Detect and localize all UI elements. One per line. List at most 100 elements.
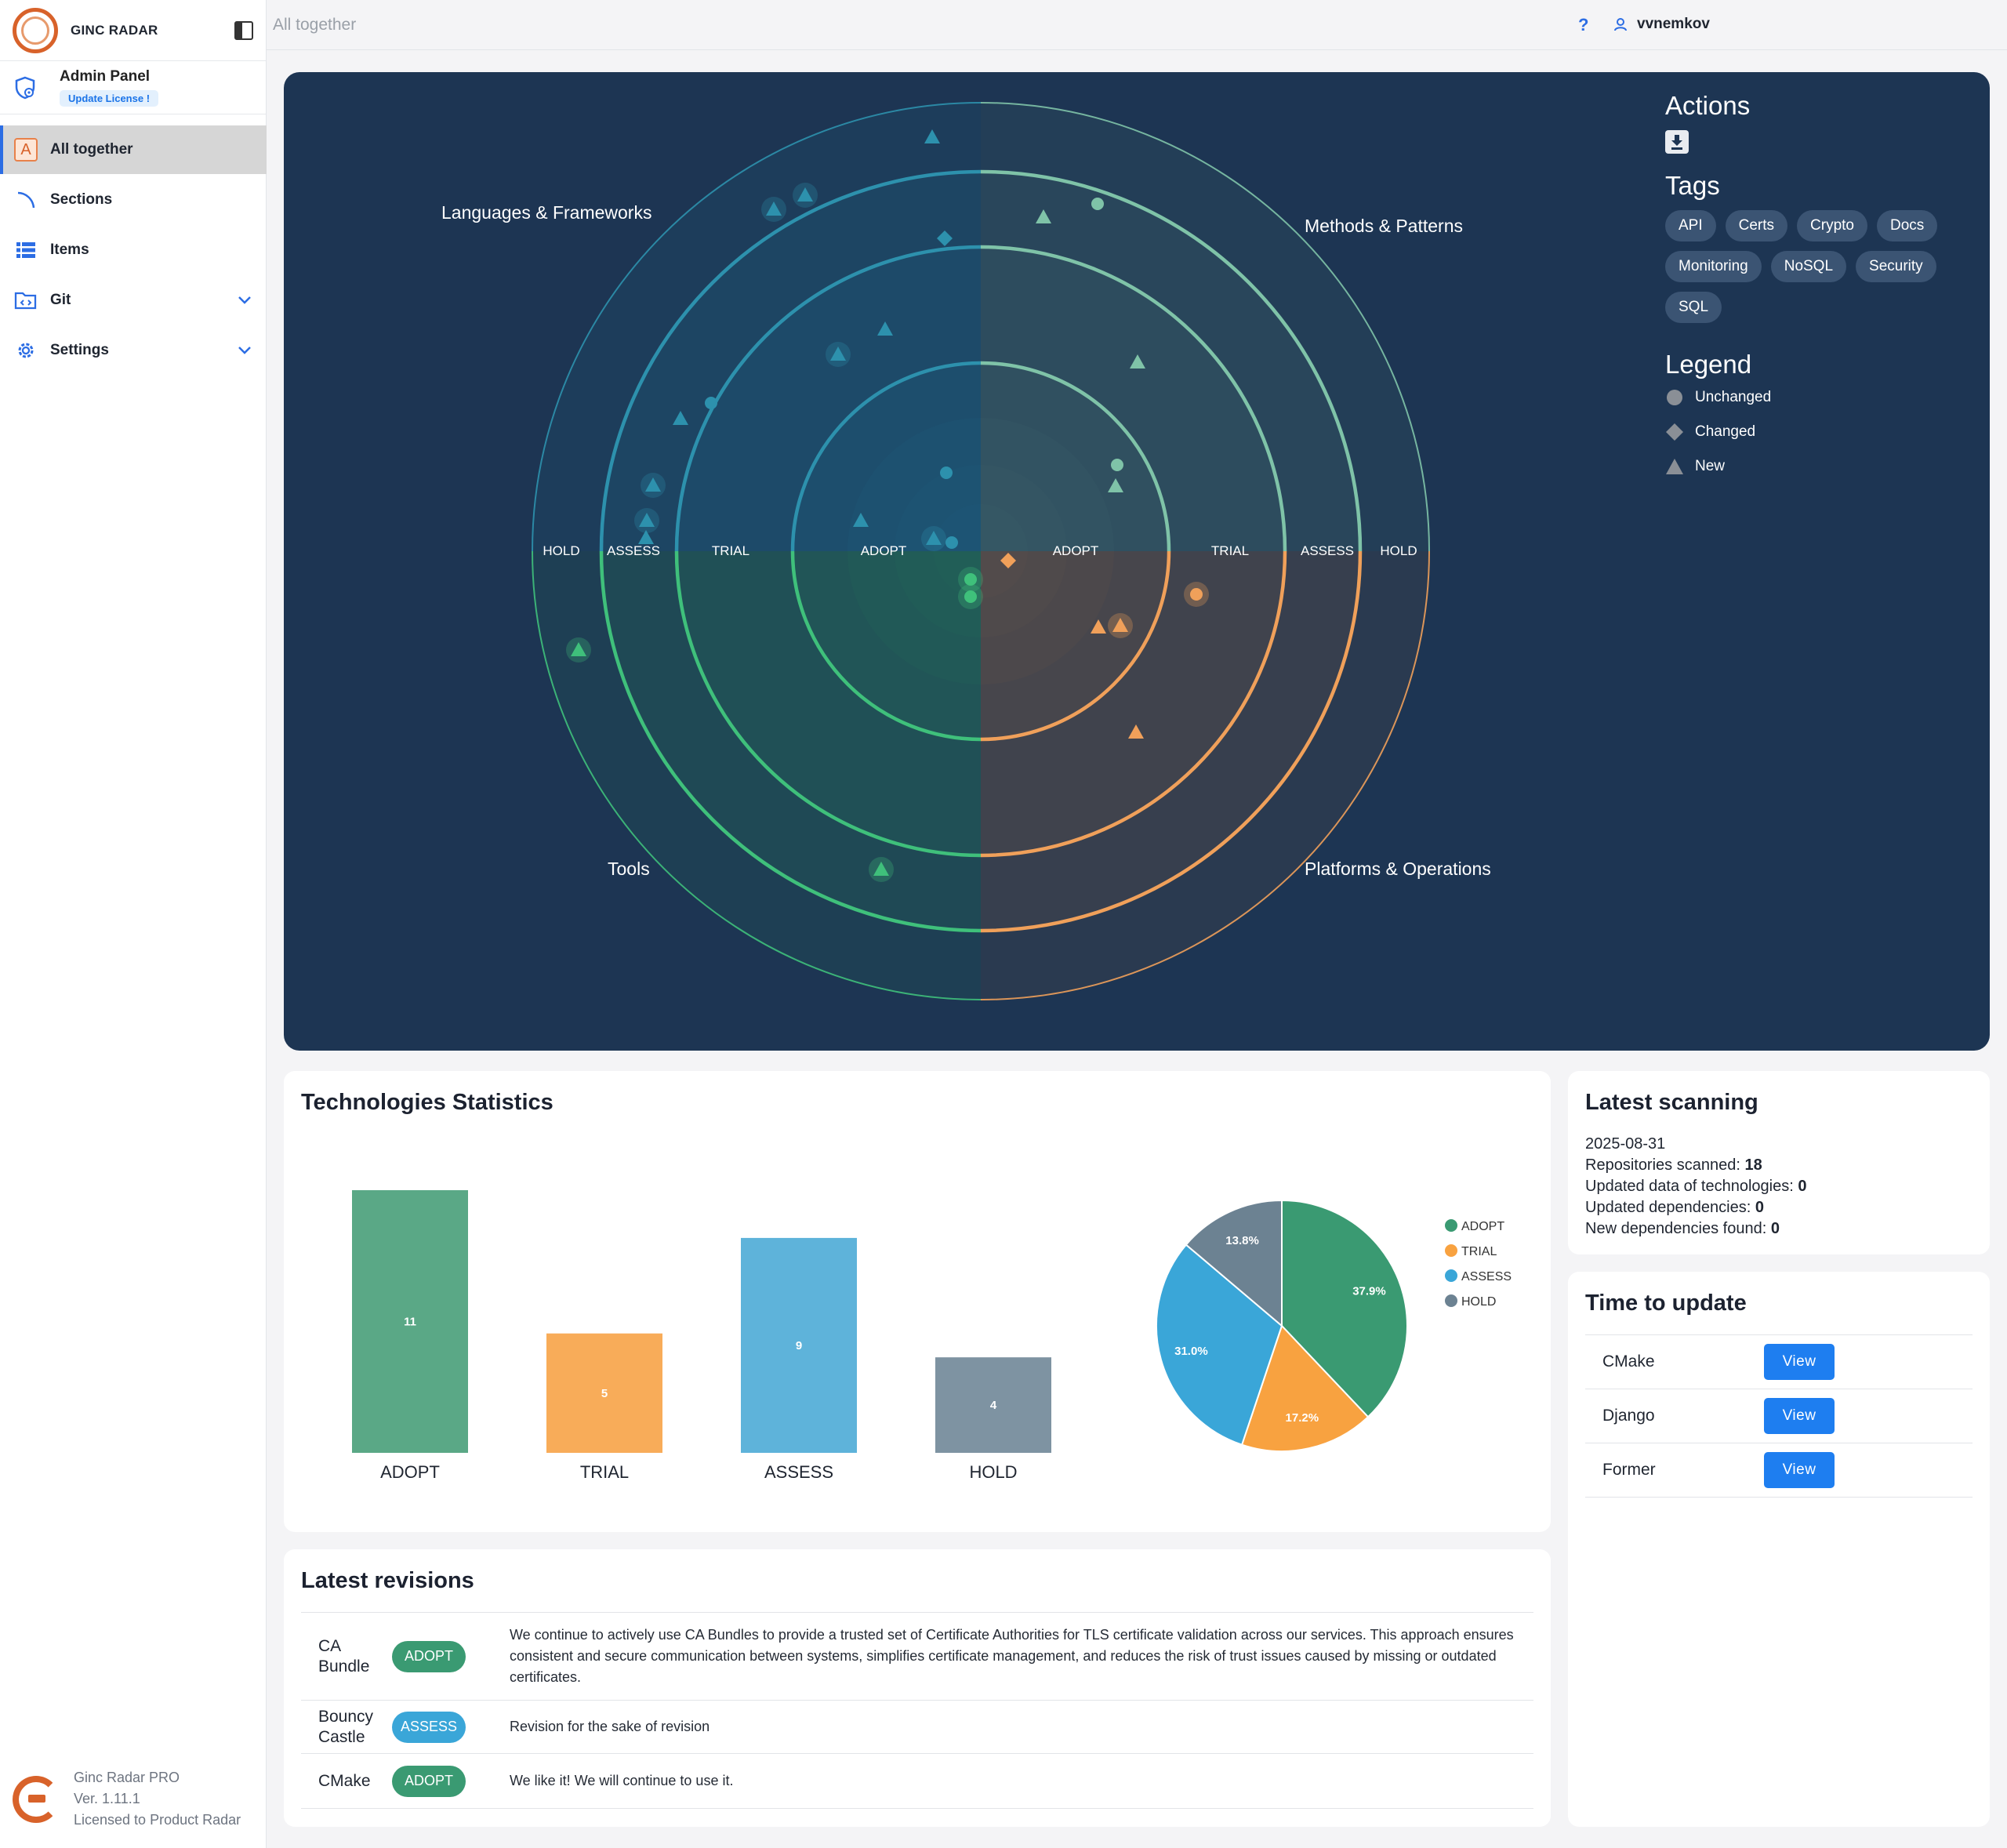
sidebar-nav: A All together Sections Items Git: [0, 114, 267, 375]
sidebar-item-sections[interactable]: Sections: [0, 176, 266, 224]
table-row[interactable]: Bouncy Castle ASSESS Revision for the sa…: [301, 1701, 1533, 1754]
git-folder-icon: [14, 292, 37, 310]
scan-row: Updated data of technologies: 0: [1585, 1178, 1807, 1195]
tech-radar[interactable]: [284, 72, 1664, 1051]
radar-blip[interactable]: [1128, 724, 1144, 739]
radar-blip[interactable]: [853, 513, 869, 527]
help-icon[interactable]: ?: [1578, 15, 1589, 34]
radar-blip[interactable]: [566, 637, 591, 663]
chevron-down-icon[interactable]: [238, 342, 252, 360]
bar-category-label: ADOPT: [380, 1462, 440, 1482]
user-menu[interactable]: vvnemkov: [1613, 16, 1710, 33]
radar-blip[interactable]: [937, 231, 953, 246]
admin-panel-title: Admin Panel: [60, 68, 151, 85]
breadcrumb: All together: [273, 15, 357, 34]
tag-chip[interactable]: Docs: [1877, 210, 1938, 241]
radar-quadrant-bl[interactable]: [532, 551, 981, 1000]
radar-blip[interactable]: [638, 530, 654, 544]
sidebar-item-settings[interactable]: Settings: [0, 326, 266, 375]
quadrant-label[interactable]: Tools: [608, 859, 650, 879]
pie-data-label: 17.2%: [1286, 1411, 1319, 1425]
quadrant-label[interactable]: Methods & Patterns: [1305, 216, 1463, 236]
radar-blip[interactable]: [641, 473, 666, 498]
radar-blip[interactable]: [1184, 582, 1209, 607]
tech-name: Former: [1602, 1461, 1656, 1479]
tag-chip[interactable]: Crypto: [1797, 210, 1867, 241]
radar-quadrant-tr[interactable]: [981, 103, 1429, 551]
admin-panel-link[interactable]: Admin Panel Update License !: [0, 61, 266, 114]
legend-label[interactable]: ADOPT: [1461, 1220, 1504, 1233]
ring-label: ASSESS: [1300, 543, 1355, 558]
sidebar-item-all-together[interactable]: A All together: [0, 125, 267, 174]
bar-trial[interactable]: [546, 1333, 662, 1453]
tag-chip[interactable]: Certs: [1725, 210, 1788, 241]
legend-swatch: [1445, 1219, 1457, 1232]
bar-assess[interactable]: [741, 1237, 857, 1453]
pie-slice-hold[interactable]: [1185, 1199, 1283, 1328]
radar-ring: [980, 169, 1363, 552]
radar-blip[interactable]: [1000, 553, 1016, 568]
quadrant-label[interactable]: Platforms & Operations: [1305, 859, 1491, 879]
ginc-radar-logo[interactable]: [13, 7, 58, 53]
scan-row: Repositories scanned: 18: [1585, 1156, 1762, 1174]
radar-ring: [599, 550, 982, 933]
bar-adopt[interactable]: [352, 1190, 468, 1453]
quadrant-label[interactable]: Languages & Frameworks: [441, 202, 652, 223]
radar-blip[interactable]: [945, 536, 958, 549]
bar-value-label: 5: [601, 1387, 608, 1400]
pie-slice-assess[interactable]: [1156, 1243, 1283, 1446]
tag-chip[interactable]: NoSQL: [1770, 251, 1847, 282]
radar-ring: [980, 550, 1363, 933]
radar-quadrant-tl[interactable]: [532, 103, 981, 551]
product-name: Ginc Radar PRO: [74, 1770, 180, 1785]
radar-blip[interactable]: [1091, 619, 1106, 634]
radar-blip[interactable]: [921, 526, 946, 551]
radar-blip[interactable]: [1091, 198, 1104, 210]
legend-label[interactable]: TRIAL: [1461, 1245, 1497, 1258]
tag-chip[interactable]: SQL: [1665, 292, 1722, 323]
legend-label[interactable]: HOLD: [1461, 1295, 1496, 1309]
radar-blip[interactable]: [924, 129, 940, 143]
radar-blip[interactable]: [1108, 613, 1133, 638]
radar-blip[interactable]: [793, 183, 818, 208]
sidebar-item-git[interactable]: Git: [0, 276, 266, 325]
table-row[interactable]: CA Bundle ADOPT We continue to actively …: [301, 1613, 1533, 1701]
radar-blip[interactable]: [1108, 478, 1123, 492]
radar-blip[interactable]: [940, 467, 953, 479]
update-license-badge[interactable]: Update License !: [60, 90, 159, 107]
technologies-statistics-card: Technologies Statistics 11 ADOPT 5 TRIAL 9 AS…: [284, 1071, 1551, 1532]
sidebar-item-label: All together: [50, 141, 133, 158]
time-to-update-card: Time to update CMake View Django View Fo…: [1568, 1272, 1990, 1827]
tag-chip[interactable]: API: [1665, 210, 1716, 241]
radar-blip[interactable]: [877, 321, 893, 336]
table-row: Django View: [1585, 1389, 1973, 1443]
radar-blip[interactable]: [869, 857, 894, 882]
sidebar-item-items[interactable]: Items: [0, 226, 266, 274]
download-icon[interactable]: [1665, 130, 1689, 154]
radar-blip[interactable]: [673, 411, 688, 425]
chevron-down-icon[interactable]: [238, 292, 252, 310]
ring-label: TRIAL: [1210, 543, 1250, 558]
table-row[interactable]: CMake ADOPT We like it! We will continue…: [301, 1754, 1533, 1809]
radar-blip[interactable]: [958, 584, 983, 609]
radar-blip[interactable]: [1111, 459, 1123, 471]
legend-label[interactable]: ASSESS: [1461, 1270, 1512, 1283]
view-button[interactable]: View: [1764, 1452, 1835, 1488]
tag-chip[interactable]: Security: [1856, 251, 1936, 282]
view-button[interactable]: View: [1764, 1398, 1835, 1434]
radar-blip[interactable]: [634, 508, 659, 533]
pie-slice-trial[interactable]: [1240, 1324, 1370, 1452]
bar-hold[interactable]: [935, 1357, 1051, 1453]
tag-chip[interactable]: Monitoring: [1665, 251, 1762, 282]
radar-quadrant-br[interactable]: [981, 551, 1429, 1000]
radar-blip[interactable]: [1036, 209, 1051, 223]
radar-blip[interactable]: [705, 397, 717, 409]
radar-blip[interactable]: [1130, 354, 1145, 369]
pie-slice-adopt[interactable]: [1281, 1199, 1408, 1418]
sidebar-toggle-icon[interactable]: [234, 20, 253, 40]
scan-row: New dependencies found: 0: [1585, 1220, 1780, 1237]
radar-blip[interactable]: [826, 342, 851, 367]
view-button[interactable]: View: [1764, 1344, 1835, 1380]
radar-blip[interactable]: [958, 567, 983, 592]
radar-blip[interactable]: [761, 197, 786, 222]
